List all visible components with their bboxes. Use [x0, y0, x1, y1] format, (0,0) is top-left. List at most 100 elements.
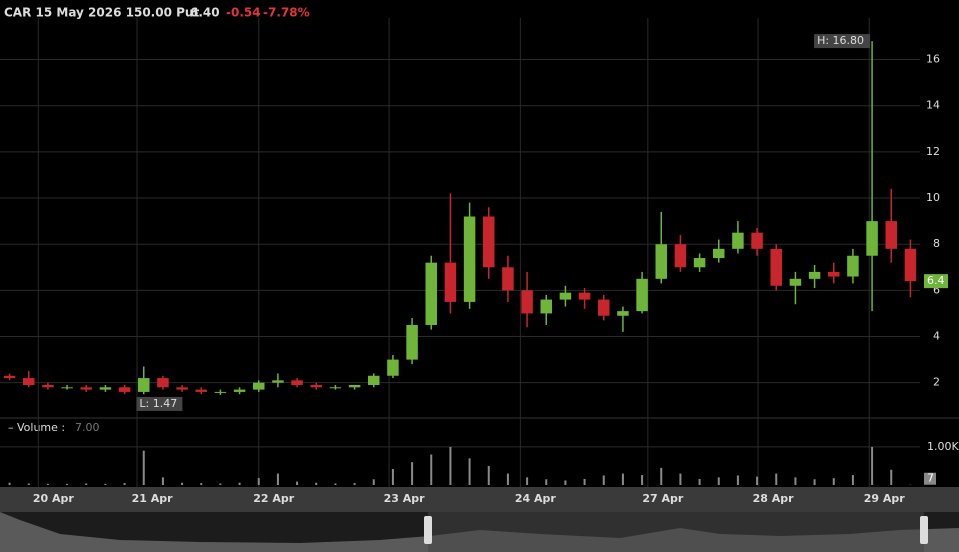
candle-body	[483, 216, 495, 268]
navigator-window	[428, 512, 924, 552]
y-tick-label: 16	[926, 53, 940, 66]
change: -0.54	[226, 6, 261, 20]
volume-bar	[468, 458, 471, 485]
y-tick-label: 6	[933, 283, 940, 296]
y-tick-label: 1.00K	[927, 440, 959, 453]
candle-body	[808, 271, 821, 279]
candle-body	[674, 244, 687, 268]
candle-body	[157, 378, 169, 388]
low-label-box	[136, 396, 183, 411]
candle-body	[329, 387, 342, 389]
candle-body	[789, 278, 802, 286]
volume-bar	[27, 483, 30, 485]
candle-body	[3, 375, 16, 379]
y-tick-label: 4	[933, 330, 940, 343]
x-tick-label: 22 Apr	[253, 492, 295, 505]
x-tick-label: 23 Apr	[384, 492, 426, 505]
navigator-handle[interactable]	[920, 516, 928, 544]
x-tick-label: 20 Apr	[33, 492, 75, 505]
volume-bar	[621, 473, 624, 485]
volume-current: 7.00	[75, 421, 100, 434]
candle-body	[770, 248, 782, 286]
y-tick-label: 12	[926, 145, 940, 158]
low-label: L: 1.47	[139, 397, 177, 410]
candle-body	[195, 389, 207, 392]
volume-bar	[181, 482, 184, 485]
volume-bar	[353, 483, 356, 485]
volume-bar	[315, 482, 318, 485]
candle-body	[310, 384, 322, 388]
volume-bar	[736, 475, 739, 485]
candle-body	[693, 258, 706, 268]
candle-body	[42, 384, 54, 388]
x-tick-label: 28 Apr	[753, 492, 795, 505]
y-tick-label: 2	[933, 376, 940, 389]
volume-bar	[334, 483, 337, 485]
candle-body	[540, 299, 552, 314]
volume-bar	[794, 477, 797, 485]
x-tick-label: 27 Apr	[642, 492, 684, 505]
volume-bar	[775, 473, 778, 485]
volume-bar	[142, 450, 145, 485]
candle-body	[176, 387, 188, 390]
navigator-handle[interactable]	[424, 516, 432, 544]
candle-body	[387, 359, 399, 376]
volume-bar	[871, 446, 874, 485]
candle-body	[559, 292, 572, 300]
volume-bar	[660, 467, 663, 485]
candle-body	[828, 271, 840, 277]
candle-body	[80, 387, 92, 390]
candle-body	[713, 248, 725, 259]
volume-bar	[545, 479, 548, 485]
candle-body	[348, 384, 361, 388]
candle-body	[751, 232, 763, 249]
last-volume-label: 7	[927, 472, 934, 485]
y-tick-label: 14	[926, 99, 940, 112]
candle-body	[904, 248, 917, 282]
candle-body	[463, 216, 476, 302]
volume-bar	[698, 478, 701, 485]
volume-bar	[161, 477, 164, 485]
date-axis-band	[0, 487, 959, 512]
candle-body	[23, 378, 35, 385]
volume-bar	[219, 483, 222, 485]
volume-bar	[602, 475, 605, 485]
candle-body	[521, 290, 533, 314]
volume-bar	[756, 476, 759, 485]
volume-bar	[813, 479, 816, 485]
candle-body	[118, 387, 131, 392]
volume-bar	[506, 473, 509, 485]
candle-body	[368, 375, 380, 385]
volume-bar	[890, 469, 893, 485]
volume-bar	[276, 473, 279, 485]
x-tick-label: 29 Apr	[864, 492, 906, 505]
candle-body	[617, 311, 629, 316]
candle-body	[425, 262, 437, 325]
volume-bar	[526, 477, 529, 485]
candle-body	[214, 391, 227, 393]
x-tick-label: 21 Apr	[132, 492, 174, 505]
volume-bar	[449, 446, 452, 485]
volume-bar	[832, 478, 835, 485]
candle-body	[253, 382, 265, 390]
volume-bar	[430, 454, 433, 485]
volume-bar	[411, 462, 414, 485]
candle-body	[655, 244, 667, 279]
volume-bar	[717, 477, 720, 485]
candle-body	[502, 267, 514, 291]
candle-body	[866, 221, 878, 256]
candle-body	[406, 324, 418, 360]
candle-body	[99, 387, 112, 390]
candle-body	[272, 380, 284, 383]
last-price: 6.40	[190, 6, 220, 20]
volume-bar	[564, 480, 567, 485]
y-tick-label: 10	[926, 191, 940, 204]
x-tick-label: 24 Apr	[515, 492, 557, 505]
candle-body	[138, 378, 150, 392]
high-label-box	[814, 34, 871, 49]
volume-bar	[200, 483, 203, 485]
candle-body	[636, 278, 648, 312]
candle-body	[578, 292, 591, 300]
volume-bar	[679, 473, 682, 485]
